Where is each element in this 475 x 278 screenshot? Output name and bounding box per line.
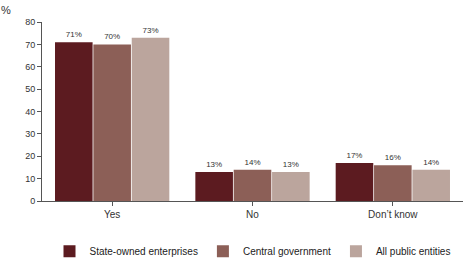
svg-text:0: 0 — [30, 196, 35, 206]
svg-text:Yes: Yes — [104, 209, 120, 220]
svg-text:40: 40 — [25, 107, 35, 117]
svg-text:70: 70 — [25, 40, 35, 50]
svg-text:16%: 16% — [385, 153, 401, 162]
svg-text:%: % — [1, 4, 11, 16]
svg-text:71%: 71% — [66, 30, 82, 39]
svg-text:13%: 13% — [206, 160, 222, 169]
svg-text:14%: 14% — [423, 158, 439, 167]
svg-text:No: No — [246, 209, 259, 220]
svg-text:13%: 13% — [283, 160, 299, 169]
svg-text:14%: 14% — [244, 158, 260, 167]
svg-text:50: 50 — [25, 84, 35, 94]
svg-text:70%: 70% — [104, 32, 120, 41]
svg-text:10: 10 — [25, 174, 35, 184]
svg-text:60: 60 — [25, 62, 35, 72]
svg-text:20: 20 — [25, 151, 35, 161]
svg-text:17%: 17% — [346, 151, 362, 160]
svg-text:73%: 73% — [143, 26, 159, 35]
svg-text:All public entities: All public entities — [376, 246, 450, 257]
svg-text:80: 80 — [25, 17, 35, 27]
svg-text:Central government: Central government — [243, 246, 331, 257]
svg-text:Don’t know: Don’t know — [368, 209, 418, 220]
svg-text:30: 30 — [25, 129, 35, 139]
svg-text:State-owned enterprises: State-owned enterprises — [90, 246, 198, 257]
